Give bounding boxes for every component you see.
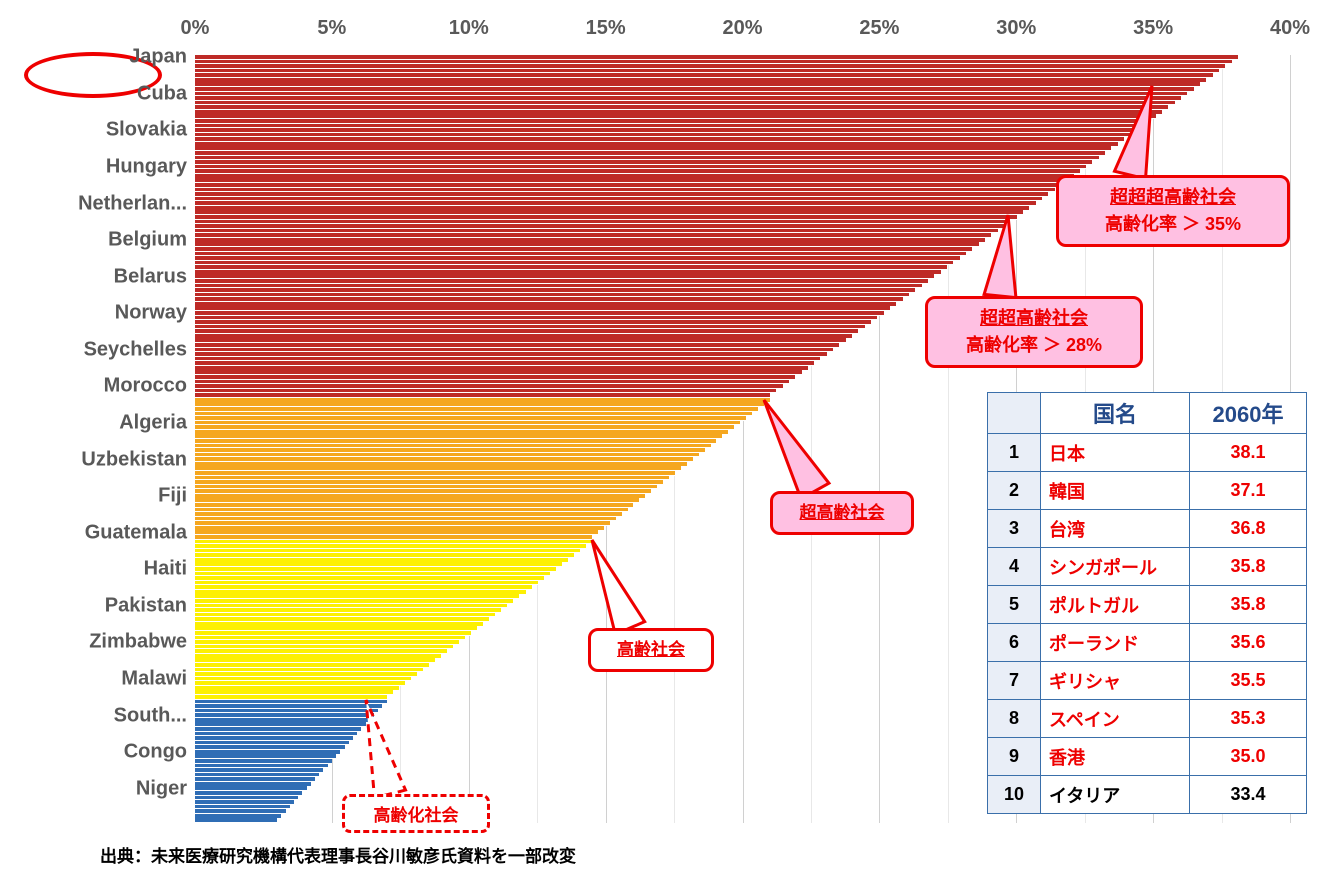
callout-c35: 超超超高齢社会高齢化率 ＞ 35% xyxy=(1056,175,1290,247)
x-tick-label: 20% xyxy=(722,17,762,40)
y-tick-label: Congo xyxy=(17,741,187,764)
y-tick-label: Belgium xyxy=(17,229,187,252)
country-cell: イタリア xyxy=(1041,776,1190,814)
callout-c_super: 超高齢社会 xyxy=(770,491,914,535)
x-tick-label: 5% xyxy=(317,17,346,40)
table-row: 6ポーランド35.6 xyxy=(988,624,1307,662)
country-cell: 香港 xyxy=(1041,738,1190,776)
country-cell: ポルトガル xyxy=(1041,586,1190,624)
rank-cell: 3 xyxy=(988,510,1041,548)
y-tick-label: South... xyxy=(17,704,187,727)
table-row: 2韓国37.1 xyxy=(988,472,1307,510)
table-row: 10イタリア33.4 xyxy=(988,776,1307,814)
y-tick-label: Zimbabwe xyxy=(17,631,187,654)
bar-separator xyxy=(195,822,277,823)
callout-line1: 超超高齢社会 xyxy=(980,308,1088,328)
rank-cell: 2 xyxy=(988,472,1041,510)
callout-line1: 超超超高齢社会 xyxy=(1110,187,1236,207)
rank-cell: 4 xyxy=(988,548,1041,586)
y-tick-label: Japan xyxy=(17,46,187,69)
value-cell: 38.1 xyxy=(1190,434,1307,472)
country-cell: ギリシャ xyxy=(1041,662,1190,700)
rank-cell: 10 xyxy=(988,776,1041,814)
callout-c_aging: 高齢化社会 xyxy=(342,794,490,833)
y-tick-label: Haiti xyxy=(17,558,187,581)
callout-c_aged: 高齢社会 xyxy=(588,628,714,672)
source-citation: 出典：未来医療研究機構代表理事長谷川敏彦氏資料を一部改変 xyxy=(100,842,576,867)
callout-line2: 高齢化率 ＞ 35% xyxy=(1105,214,1241,234)
y-tick-label: Morocco xyxy=(17,375,187,398)
table-header-year: 2060年 xyxy=(1190,393,1307,434)
x-tick-label: 10% xyxy=(449,17,489,40)
country-cell: ポーランド xyxy=(1041,624,1190,662)
y-tick-label: Niger xyxy=(17,777,187,800)
y-tick-label: Norway xyxy=(17,302,187,325)
table-row: 8スペイン35.3 xyxy=(988,700,1307,738)
country-cell: シンガポール xyxy=(1041,548,1190,586)
country-cell: スペイン xyxy=(1041,700,1190,738)
y-tick-label: Netherlan... xyxy=(17,192,187,215)
y-tick-label: Uzbekistan xyxy=(17,448,187,471)
rank-cell: 7 xyxy=(988,662,1041,700)
value-cell: 35.5 xyxy=(1190,662,1307,700)
table-header-blank xyxy=(988,393,1041,434)
y-tick-label: Slovakia xyxy=(17,119,187,142)
x-tick-label: 25% xyxy=(859,17,899,40)
x-tick-label: 0% xyxy=(181,17,210,40)
y-tick-label: Malawi xyxy=(17,668,187,691)
value-cell: 35.3 xyxy=(1190,700,1307,738)
y-tick-label: Pakistan xyxy=(17,594,187,617)
value-cell: 35.8 xyxy=(1190,586,1307,624)
y-tick-label: Algeria xyxy=(17,412,187,435)
rank-cell: 5 xyxy=(988,586,1041,624)
x-tick-label: 40% xyxy=(1270,17,1310,40)
callout-c28: 超超高齢社会高齢化率 ＞ 28% xyxy=(925,296,1143,368)
table-row: 4シンガポール35.8 xyxy=(988,548,1307,586)
table-row: 5ポルトガル35.8 xyxy=(988,586,1307,624)
rank-cell: 9 xyxy=(988,738,1041,776)
table-header-country: 国名 xyxy=(1041,393,1190,434)
table-row: 9香港35.0 xyxy=(988,738,1307,776)
y-tick-label: Seychelles xyxy=(17,338,187,361)
rank-cell: 6 xyxy=(988,624,1041,662)
country-cell: 日本 xyxy=(1041,434,1190,472)
ranking-table: 国名2060年1日本38.12韓国37.13台湾36.84シンガポール35.85… xyxy=(987,392,1307,814)
table-row: 3台湾36.8 xyxy=(988,510,1307,548)
value-cell: 36.8 xyxy=(1190,510,1307,548)
value-cell: 35.8 xyxy=(1190,548,1307,586)
callout-line1: 高齢化社会 xyxy=(374,806,459,825)
callout-line2: 高齢化率 ＞ 28% xyxy=(966,335,1102,355)
y-tick-label: Belarus xyxy=(17,265,187,288)
y-tick-label: Cuba xyxy=(17,82,187,105)
country-cell: 台湾 xyxy=(1041,510,1190,548)
x-tick-label: 15% xyxy=(586,17,626,40)
callout-line1: 超高齢社会 xyxy=(800,503,885,522)
x-tick-label: 30% xyxy=(996,17,1036,40)
rank-cell: 1 xyxy=(988,434,1041,472)
value-cell: 35.6 xyxy=(1190,624,1307,662)
chart-stage: 超超超高齢社会高齢化率 ＞ 35%超超高齢社会高齢化率 ＞ 28%超高齢社会高齢… xyxy=(0,0,1328,870)
country-cell: 韓国 xyxy=(1041,472,1190,510)
y-tick-label: Hungary xyxy=(17,156,187,179)
value-cell: 37.1 xyxy=(1190,472,1307,510)
x-tick-label: 35% xyxy=(1133,17,1173,40)
table-row: 7ギリシャ35.5 xyxy=(988,662,1307,700)
rank-cell: 8 xyxy=(988,700,1041,738)
value-cell: 33.4 xyxy=(1190,776,1307,814)
y-tick-label: Guatemala xyxy=(17,521,187,544)
y-tick-label: Fiji xyxy=(17,485,187,508)
value-cell: 35.0 xyxy=(1190,738,1307,776)
callout-line1: 高齢社会 xyxy=(617,640,685,659)
table-row: 1日本38.1 xyxy=(988,434,1307,472)
